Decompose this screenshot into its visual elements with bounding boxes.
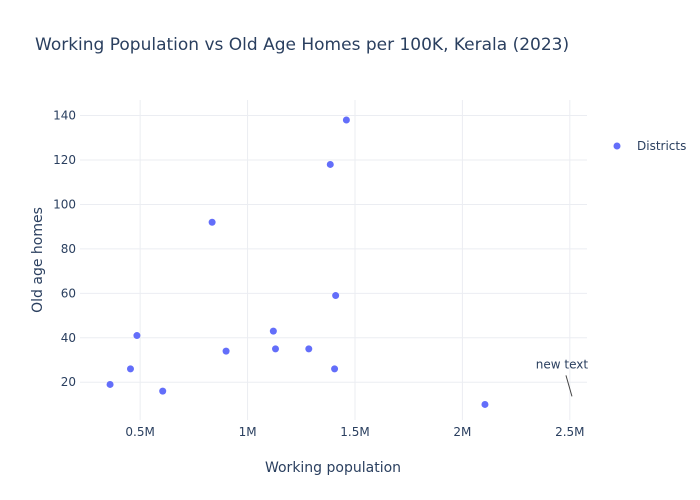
y-tick-label: 20 [61,375,76,389]
axes: 0.5M 1M 1.5M 2M 2.5M 20 40 60 80 100 120 140 [53,109,584,439]
data-point [269,327,277,335]
data-point [208,218,216,226]
annotation-arrow [565,375,573,397]
x-tick-label: 0.5M [125,425,154,439]
x-tick-label: 2.5M [555,425,584,439]
data-point [305,345,313,353]
legend-label-districts: Districts [637,139,686,153]
legend-marker-districts [613,142,621,150]
y-tick-label: 40 [61,331,76,345]
y-tick-label: 100 [53,197,76,211]
x-axis-title: Working population [265,460,401,476]
y-tick-label: 80 [61,242,76,256]
data-point [159,387,167,395]
x-tick-label: 2M [453,425,471,439]
y-tick-label: 60 [61,286,76,300]
data-point [271,345,279,353]
data-point [222,347,230,355]
data-point [481,400,489,408]
annotations: new text [536,357,589,397]
gridlines [80,100,587,420]
data-points [106,116,489,408]
chart-title: Working Population vs Old Age Homes per … [35,35,569,55]
x-tick-label: 1.5M [340,425,369,439]
data-point [126,365,134,373]
data-point [331,365,339,373]
x-tick-label: 1M [239,425,257,439]
data-point [106,380,114,388]
data-point [133,332,141,340]
y-axis-title: Old age homes [30,207,46,313]
data-point [342,116,350,124]
y-tick-label: 140 [53,109,76,123]
data-point [332,292,340,300]
data-point [326,160,334,168]
legend[interactable]: Districts [613,139,687,153]
y-tick-label: 120 [53,153,76,167]
annotation-label: new text [536,357,589,371]
